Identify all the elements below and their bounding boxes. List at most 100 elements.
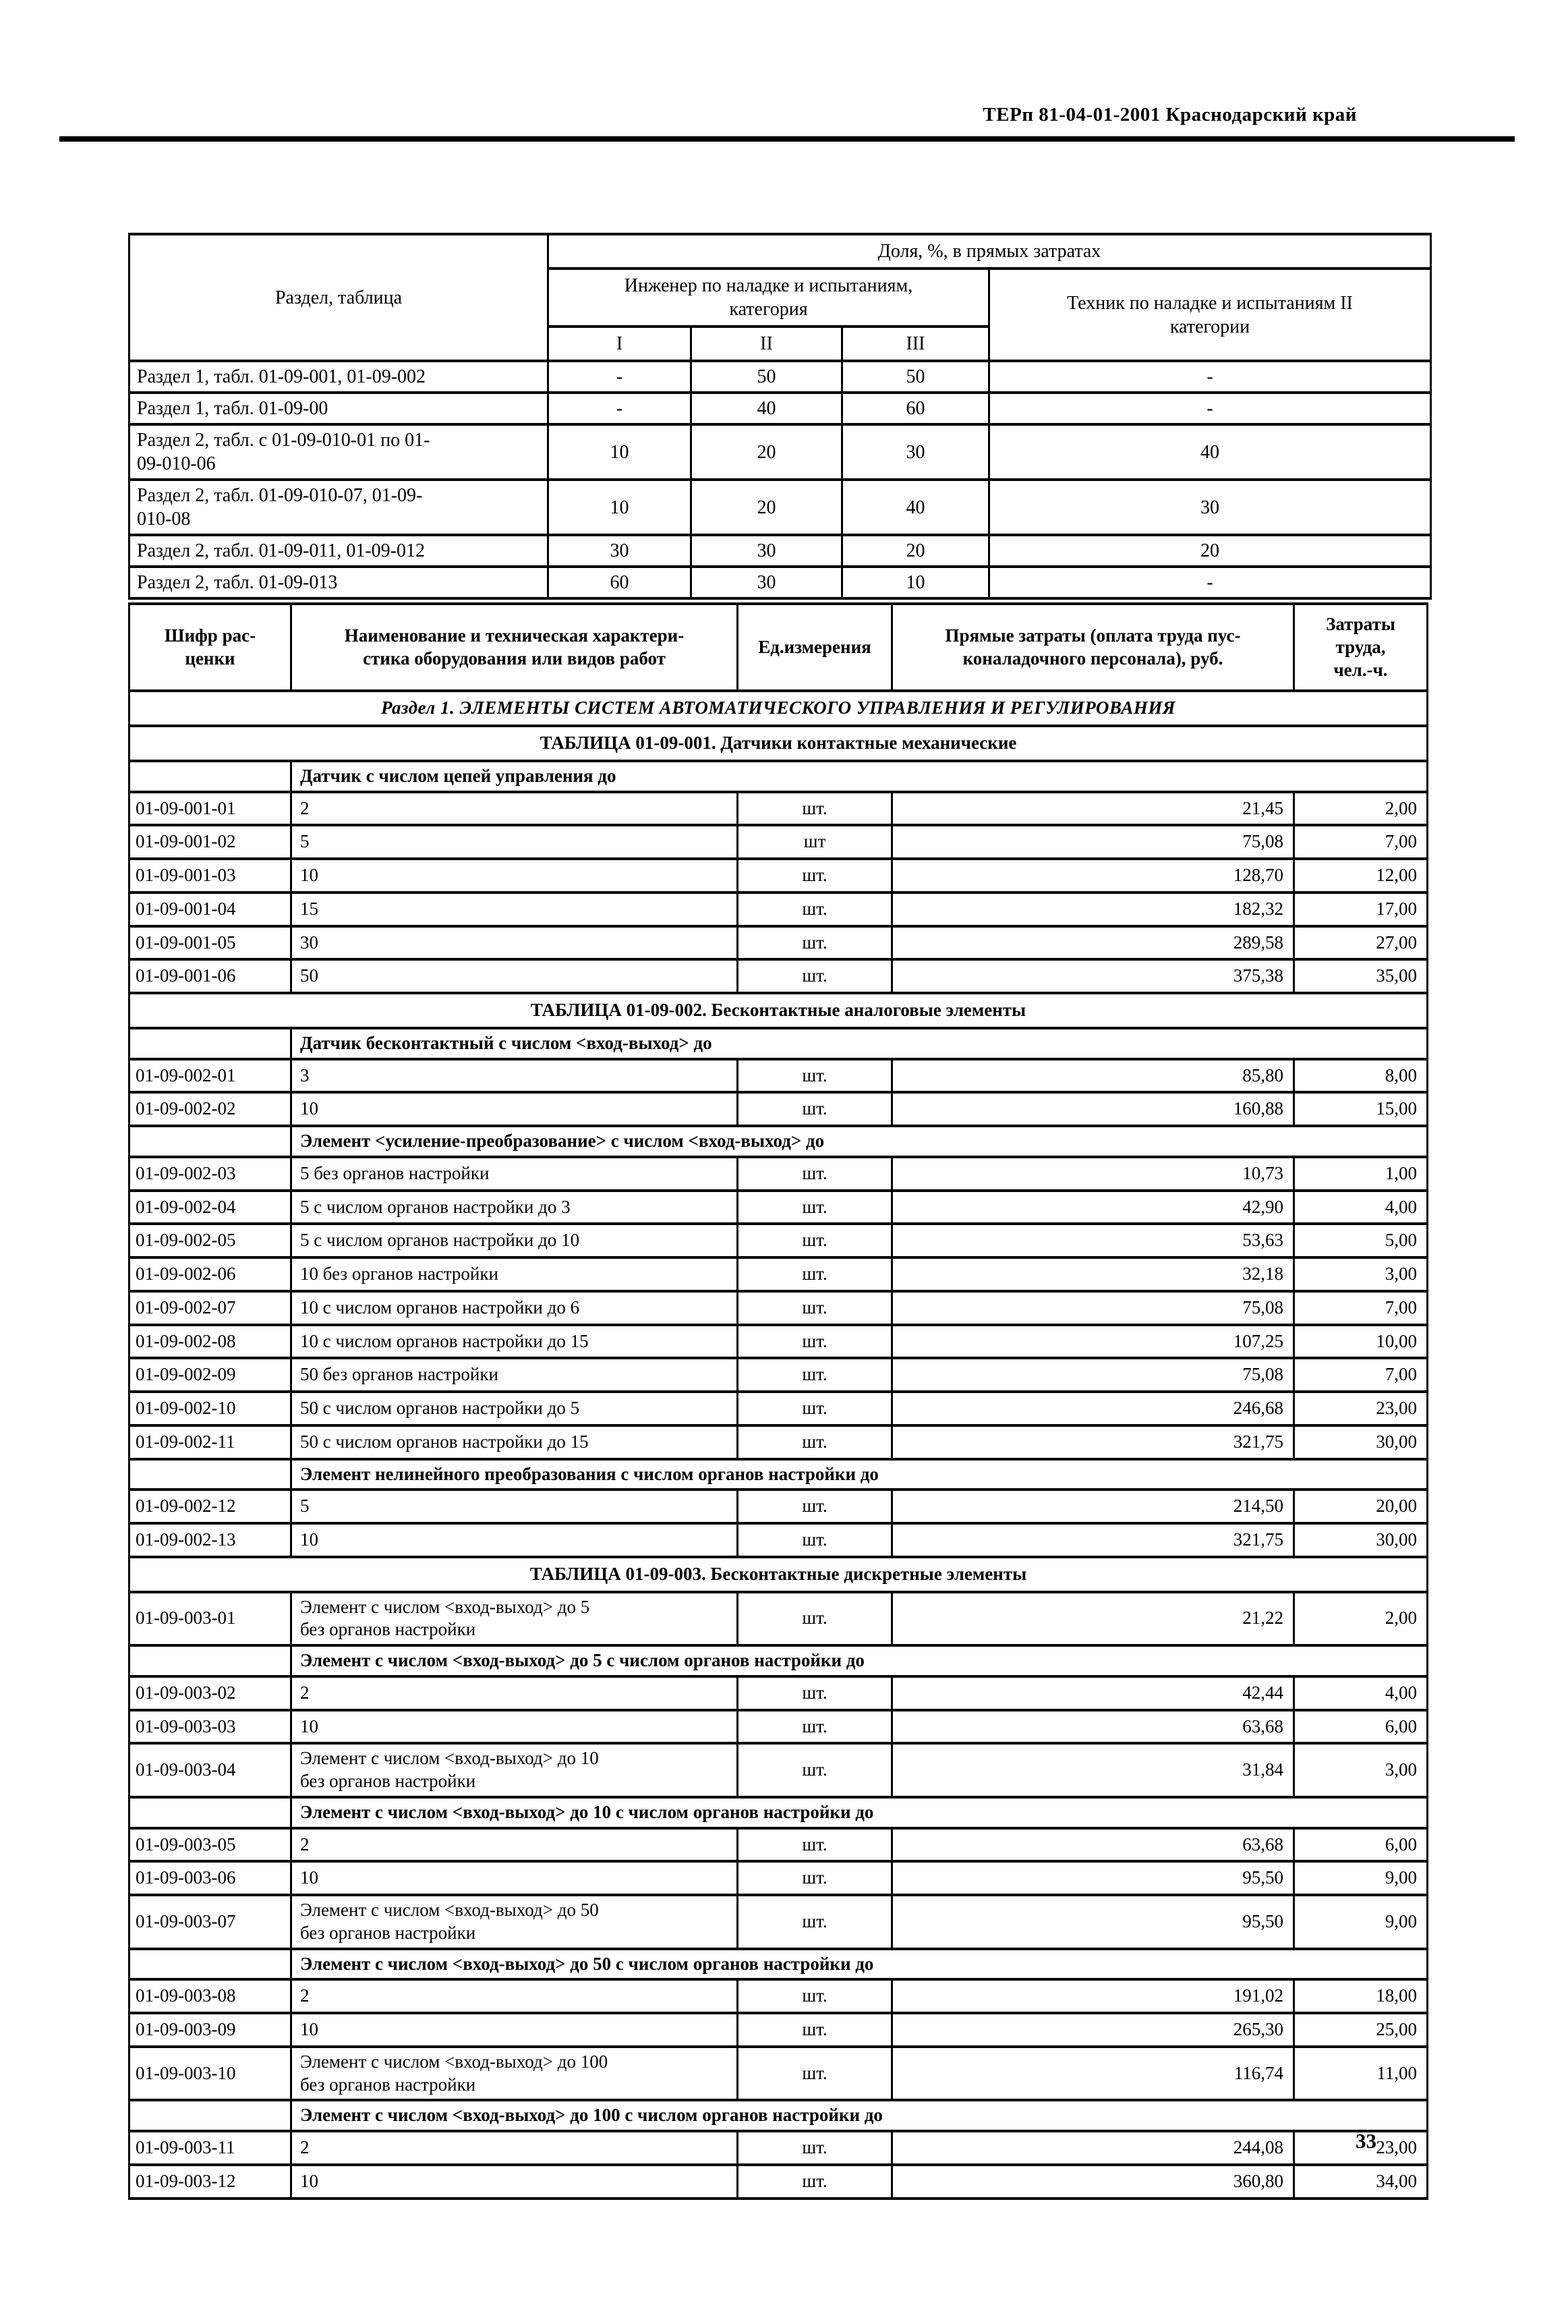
price-row-unit: шт. [736, 1091, 893, 1127]
subheader-empty-cell [128, 1457, 292, 1492]
price-row-code: 01-09-003-07 [128, 1894, 292, 1950]
header-rule [59, 136, 1515, 142]
price-row-labor: 5,00 [1293, 1222, 1428, 1259]
page-number: 33 [1356, 2129, 1376, 2153]
price-row-direct: 182,32 [891, 890, 1295, 928]
price-row-direct: 244,08 [891, 2130, 1295, 2166]
price-row-name: 10 [290, 2163, 738, 2200]
price-row-unit: шт. [736, 1423, 893, 1461]
price-table-row: 01-09-001-01 2 шт. 21,45 2,00 [128, 790, 1428, 827]
price-row-code: 01-09-003-12 [128, 2163, 292, 2200]
share-table-row: Раздел 1, табл. 01-09-001, 01-09-002-50 5… [128, 360, 1432, 394]
price-row-labor: 7,00 [1293, 1289, 1428, 1326]
share-row-value-c2: 40 [690, 391, 843, 426]
price-row-name: 5 без органов настройки [290, 1155, 738, 1192]
price-row-code: 01-09-002-02 [128, 1091, 292, 1127]
price-row-direct: 63,68 [891, 1708, 1295, 1745]
share-table-body: Раздел 1, табл. 01-09-001, 01-09-002-50 5… [128, 360, 1432, 600]
subheader-row: Датчик бесконтактный с числом <вход-выхо… [128, 1026, 1428, 1060]
price-table-row: 01-09-002-11 50 с числом органов настройк… [128, 1423, 1428, 1461]
subheader-empty-cell [128, 2099, 292, 2132]
price-row-unit: шт. [736, 1860, 893, 1896]
price-row-unit: шт [736, 824, 893, 860]
price-row-unit: шт. [736, 1390, 893, 1427]
price-row-labor: 12,00 [1293, 857, 1428, 894]
share-row-value-c1: - [547, 360, 692, 394]
price-row-unit: шт. [736, 1189, 893, 1226]
price-header-code: Шифр рас- ценки [128, 602, 292, 693]
price-table-header-row: Шифр рас- ценки Наименование и техническ… [128, 602, 1428, 693]
price-row-direct: 191,02 [891, 1978, 1295, 2014]
share-row-value-c2: 20 [690, 478, 843, 536]
price-row-direct: 128,70 [891, 857, 1295, 894]
share-table: Раздел, таблица Доля, %, в прямых затрат… [128, 233, 1432, 600]
price-row-direct: 63,68 [891, 1826, 1295, 1863]
price-row-name: 3 [290, 1057, 738, 1094]
price-table-row: 01-09-003-06 10 шт. 95,50 9,00 [128, 1860, 1428, 1896]
subheader-text: Элемент с числом <вход-выход> до 50 с чи… [290, 1947, 1428, 1981]
price-row-labor: 4,00 [1293, 1674, 1428, 1711]
price-row-labor: 10,00 [1293, 1323, 1428, 1360]
price-row-code: 01-09-003-11 [128, 2130, 292, 2166]
price-row-direct: 214,50 [891, 1488, 1295, 1525]
price-table-row: 01-09-001-04 15 шт. 182,32 17,00 [128, 890, 1428, 928]
price-row-code: 01-09-001-03 [128, 857, 292, 894]
price-row-code: 01-09-003-08 [128, 1978, 292, 2014]
price-row-name: 5 [290, 824, 738, 860]
share-row-value-c3: 50 [841, 360, 990, 394]
share-row-value-c3: 40 [841, 478, 990, 536]
price-row-code: 01-09-003-09 [128, 2012, 292, 2048]
price-row-name: 10 с числом органов настройки до 15 [290, 1323, 738, 1360]
price-table-row: 01-09-002-12 5 шт. 214,50 20,00 [128, 1488, 1428, 1525]
price-row-direct: 42,44 [891, 1674, 1295, 1711]
price-row-unit: шт. [736, 2012, 893, 2048]
price-row-direct: 53,63 [891, 1222, 1295, 1259]
price-row-name: Элемент с числом <вход-выход> до 10 без … [290, 1742, 738, 1798]
price-header-labor: Затраты труда, чел.-ч. [1293, 602, 1428, 693]
price-row-name: 10 [290, 1522, 738, 1558]
subheader-text: Элемент с числом <вход-выход> до 10 с чи… [290, 1795, 1428, 1830]
subheader-row: Элемент с числом <вход-выход> до 50 с чи… [128, 1947, 1428, 1981]
share-row-value-c1: 10 [547, 423, 692, 481]
subheader-row: Элемент с числом <вход-выход> до 5 с чис… [128, 1644, 1428, 1678]
share-row-value-tech: - [987, 360, 1432, 394]
share-row-value-c2: 30 [690, 565, 843, 600]
price-row-unit: шт. [736, 1357, 893, 1393]
price-row-name: 10 с числом органов настройки до 6 [290, 1289, 738, 1326]
price-row-name: 50 с числом органов настройки до 5 [290, 1390, 738, 1427]
subheader-row: Элемент нелинейного преобразования с чис… [128, 1457, 1428, 1492]
subheader-row: Элемент с числом <вход-выход> до 100 с ч… [128, 2099, 1428, 2132]
price-row-labor: 2,00 [1293, 790, 1428, 827]
price-row-code: 01-09-001-04 [128, 890, 292, 928]
price-row-name: Элемент с числом <вход-выход> до 100 без… [290, 2045, 738, 2102]
share-row-label: Раздел 2, табл. 01-09-013 [128, 565, 549, 600]
price-row-labor: 30,00 [1293, 1522, 1428, 1558]
price-table-row: 01-09-002-07 10 с числом органов настройк… [128, 1289, 1428, 1326]
share-table-row: Раздел 2, табл. 01-09-011, 01-09-012 30 30… [128, 534, 1432, 568]
price-row-unit: шт. [736, 1708, 893, 1745]
document-header-title: ТЕРп 81-04-01-2001 Краснодарский край [983, 104, 1357, 125]
price-table-row: 01-09-003-01 Элемент с числом <вход-выход… [128, 1590, 1428, 1647]
price-row-labor: 17,00 [1293, 890, 1428, 928]
price-row-code: 01-09-001-06 [128, 958, 292, 994]
price-row-labor: 9,00 [1293, 1894, 1428, 1950]
price-row-code: 01-09-002-07 [128, 1289, 292, 1326]
price-table-row: 01-09-003-04 Элемент с числом <вход-выход… [128, 1742, 1428, 1798]
price-row-unit: шт. [736, 1742, 893, 1798]
price-table-row: 01-09-002-08 10 с числом органов настройк… [128, 1323, 1428, 1360]
share-row-label: Раздел 2, табл. с 01-09-010-01 по 01- 09… [128, 423, 549, 481]
price-table-row: 01-09-003-08 2 шт. 191,02 18,00 [128, 1978, 1428, 2014]
price-row-code: 01-09-001-01 [128, 790, 292, 827]
price-row-unit: шт. [736, 1826, 893, 1863]
price-row-unit: шт. [736, 790, 893, 827]
price-row-direct: 116,74 [891, 2045, 1295, 2102]
price-table-row: 01-09-002-13 10 шт. 321,75 30,00 [128, 1522, 1428, 1558]
price-row-direct: 10,73 [891, 1155, 1295, 1192]
subheader-empty-cell [128, 1125, 292, 1158]
price-table-row: 01-09-003-03 10 шт. 63,68 6,00 [128, 1708, 1428, 1745]
price-row-code: 01-09-002-10 [128, 1390, 292, 1427]
share-row-label: Раздел 1, табл. 01-09-001, 01-09-002 [128, 360, 549, 394]
share-table-row: Раздел 1, табл. 01-09-00-40 60- [128, 391, 1432, 426]
price-row-direct: 75,08 [891, 824, 1295, 860]
